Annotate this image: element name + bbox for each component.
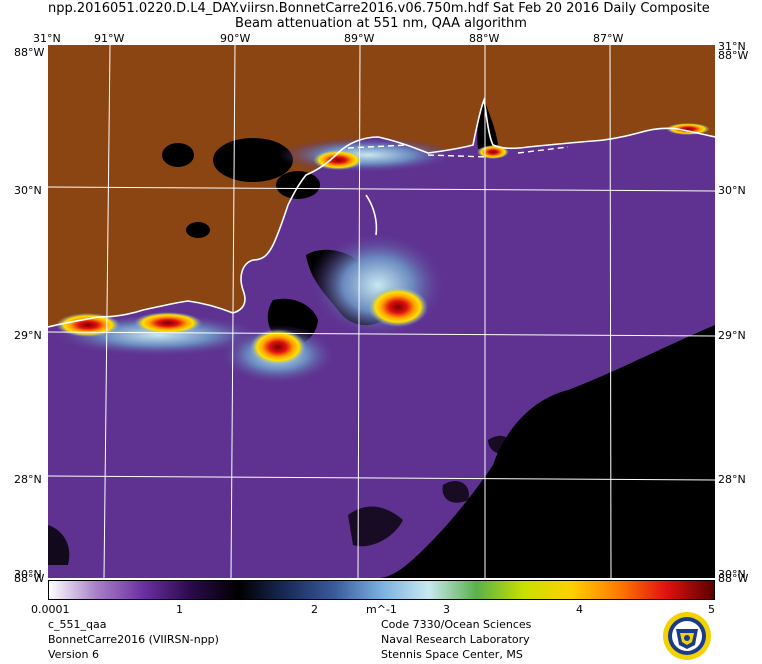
land-area — [48, 45, 715, 327]
lake-maurepas — [162, 143, 194, 167]
colorbar-label-min: 0.0001 — [31, 603, 70, 616]
chandeleur-islands — [365, 194, 378, 236]
colorbar — [48, 580, 715, 600]
colorbar-label-5: 5 — [708, 603, 715, 616]
version-label: Version 6 — [48, 648, 99, 661]
colorbar-label-unit: m^-1 — [366, 603, 397, 616]
corner-label-top-right: 31°N — [718, 40, 746, 53]
corner-lon-left-bottom: 88°W — [14, 572, 45, 585]
plume-pearl-river — [313, 150, 363, 170]
plume-pensacola — [666, 123, 710, 135]
plume-barataria — [134, 312, 202, 334]
lat-label-30n-left: 30°N — [14, 184, 42, 197]
colorbar-label-4: 4 — [576, 603, 583, 616]
colorbar-label-2: 2 — [311, 603, 318, 616]
satellite-map[interactable] — [48, 45, 715, 578]
lat-label-29n-left: 29°N — [14, 329, 42, 342]
nrl-seal-logo — [663, 612, 711, 660]
map-subtitle: Beam attenuation at 551 nm, QAA algorith… — [235, 16, 527, 31]
lat-label-28n-left: 28°N — [14, 473, 42, 486]
dataset-name: BonnetCarre2016 (VIIRSN-npp) — [48, 633, 219, 646]
coastal-marsh-black — [186, 222, 210, 238]
footer-left: c_551_qaa BonnetCarre2016 (VIIRSN-npp) V… — [48, 617, 219, 662]
lon-label-91w: 91°W — [94, 32, 125, 45]
lat-label-29n-right: 29°N — [718, 329, 746, 342]
product-name: c_551_qaa — [48, 618, 107, 631]
no-data-sw — [48, 525, 70, 565]
org-name: Naval Research Laboratory — [381, 633, 530, 646]
coastline — [48, 97, 715, 328]
sediment-plume-delta — [308, 230, 448, 340]
footer-right: Code 7330/Ocean Sciences Naval Research … — [381, 617, 531, 662]
colorbar-label-3: 3 — [443, 603, 450, 616]
plume-west-coast — [56, 313, 120, 337]
lon-label-88w: 88°W — [469, 32, 500, 45]
lon-label-89w: 89°W — [344, 32, 375, 45]
org-location: Stennis Space Center, MS — [381, 648, 523, 661]
colorbar-label-1: 1 — [176, 603, 183, 616]
lon-label-87w: 87°W — [593, 32, 624, 45]
barrier-islands — [347, 144, 569, 158]
corner-label-top-left: 31°N — [33, 32, 61, 45]
org-code: Code 7330/Ocean Sciences — [381, 618, 532, 631]
lake-borgne — [276, 171, 320, 199]
corner-lat-left-bottom: 30°N — [14, 568, 42, 581]
no-data-region — [378, 325, 715, 578]
corner-lon-right-bottom: 88°W — [718, 572, 749, 585]
plume-southwest-pass — [250, 329, 306, 365]
corner-lat-right-bottom: 30°N — [718, 568, 746, 581]
lat-label-28n-right: 28°N — [718, 473, 746, 486]
map-title: npp.2016051.0220.D.L4_DAY.viirsn.BonnetC… — [48, 1, 710, 16]
graticule — [48, 45, 715, 578]
lon-label-90w: 90°W — [220, 32, 251, 45]
lake-pontchartrain — [213, 138, 293, 182]
corner-lon-right-top: 88°W — [718, 49, 749, 62]
lat-label-30n-right: 30°N — [718, 184, 746, 197]
no-data-speckle — [348, 435, 513, 547]
corner-lon-left-top: 88°W — [14, 46, 45, 59]
plume-south-pass — [368, 287, 428, 327]
